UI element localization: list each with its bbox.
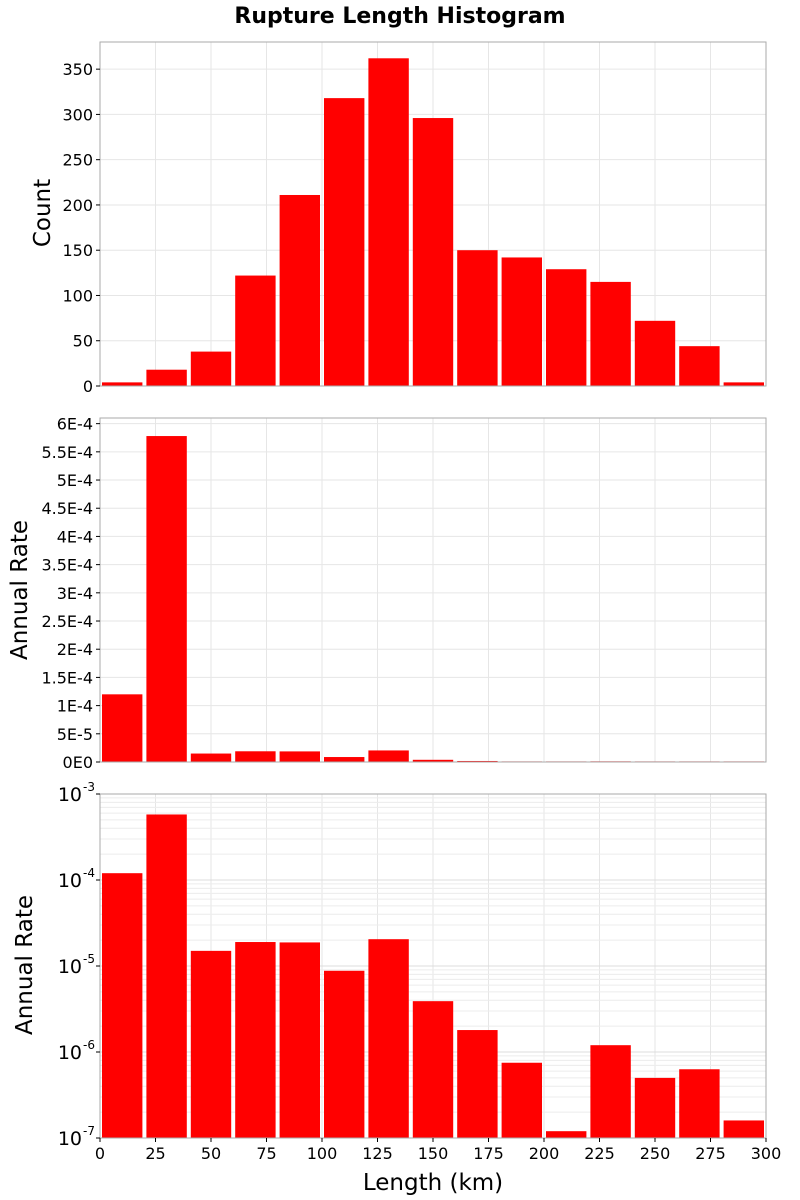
y-tick-label: 0 — [83, 377, 93, 396]
x-tick-label: 25 — [145, 1144, 165, 1163]
y-tick-label: 3.5E-4 — [41, 556, 93, 575]
histogram-bar — [457, 250, 498, 386]
histogram-bar — [102, 382, 143, 386]
histogram-bar — [190, 950, 232, 1138]
y-tick-label: 3E-4 — [57, 584, 93, 603]
histogram-bar — [457, 1030, 498, 1138]
y-tick-label: 10 — [58, 870, 82, 892]
histogram-bar — [190, 753, 232, 762]
x-tick-label: 275 — [695, 1144, 726, 1163]
y-tick-label: 350 — [62, 60, 93, 79]
plot-frame — [99, 41, 767, 387]
histogram-bar — [634, 320, 676, 386]
histogram-bar — [412, 118, 454, 386]
y-tick-label: 5.5E-4 — [41, 443, 93, 462]
histogram-bar — [102, 873, 143, 1138]
y-tick-label: 6E-4 — [57, 415, 93, 434]
y-tick-exponent: -7 — [83, 1124, 95, 1138]
histogram-bar — [634, 1077, 676, 1138]
y-tick-label: 5E-5 — [57, 725, 93, 744]
x-tick-label: 250 — [640, 1144, 671, 1163]
plot-frame — [99, 417, 767, 763]
histogram-bar — [368, 939, 409, 1138]
histogram-bar — [501, 1062, 542, 1138]
histogram-bar — [679, 1069, 720, 1138]
annual-rate-linear-panel: 0E0 5E-5 1E-4 1.5E-4 2E-4 2.5E-4 3E-4 3.5E-4 4E-… — [41, 415, 767, 772]
histogram-bar — [590, 1045, 631, 1138]
y-tick-label: 10 — [58, 1128, 82, 1150]
y-tick-label: 5E-4 — [57, 471, 93, 490]
histogram-bar — [590, 281, 631, 386]
y-tick-label: 10 — [58, 1042, 82, 1064]
x-tick-label: 200 — [529, 1144, 560, 1163]
x-tick-label: 0 — [95, 1144, 105, 1163]
y-tick-exponent: -3 — [83, 780, 95, 794]
y-tick-label: 2.5E-4 — [41, 612, 93, 631]
x-tick-label: 150 — [418, 1144, 449, 1163]
annual-rate-log-panel: 10 -710 -610 -510 -410 -30 25 50 75 100 125 150 175 2… — [58, 780, 781, 1163]
count-y-axis-label: Count — [30, 179, 56, 247]
y-tick-label: 100 — [62, 286, 93, 305]
histogram-bar — [368, 750, 409, 762]
y-tick-label: 50 — [73, 332, 93, 351]
y-tick-label: 4E-4 — [57, 527, 93, 546]
histogram-bar — [146, 814, 187, 1138]
histogram-bar — [723, 1120, 764, 1138]
histogram-bar — [279, 751, 320, 762]
histogram-bar — [412, 759, 454, 762]
y-tick-label: 10 — [58, 784, 82, 806]
y-tick-label: 0E0 — [63, 753, 93, 772]
x-tick-label: 125 — [362, 1144, 393, 1163]
y-tick-label: 200 — [62, 196, 93, 215]
y-tick-label: 2E-4 — [57, 640, 93, 659]
histogram-bar — [324, 757, 365, 762]
histogram-bar — [546, 1131, 587, 1138]
x-tick-label: 50 — [201, 1144, 221, 1163]
histogram-bar — [457, 760, 498, 762]
histogram-bar — [412, 1001, 454, 1138]
y-tick-label: 10 — [58, 956, 82, 978]
chart-title: Rupture Length Histogram — [234, 4, 565, 29]
histogram-bar — [102, 694, 143, 762]
histogram-bar — [279, 194, 320, 386]
count-panel: 0 50 100 150 200 250 300 350 — [62, 41, 767, 396]
histogram-bar — [501, 257, 542, 386]
histogram-bar — [279, 942, 320, 1138]
histogram-bar — [190, 351, 232, 386]
histogram-bar — [324, 970, 365, 1138]
y-tick-label: 1.5E-4 — [41, 668, 93, 687]
histogram-bar — [324, 98, 365, 386]
histogram-bar — [546, 269, 587, 386]
histogram-bar — [235, 275, 276, 386]
y-tick-label: 300 — [62, 105, 93, 124]
y-tick-exponent: -4 — [83, 866, 95, 880]
histogram-bar — [146, 369, 187, 386]
y-tick-label: 1E-4 — [57, 697, 93, 716]
histogram-bar — [723, 382, 764, 386]
x-tick-label: 75 — [256, 1144, 276, 1163]
y-tick-exponent: -6 — [83, 1038, 95, 1052]
histogram-bar — [235, 942, 276, 1138]
x-tick-label: 175 — [473, 1144, 504, 1163]
x-axis-label: Length (km) — [363, 1170, 503, 1196]
histogram-bar — [679, 346, 720, 386]
rate-log-y-axis-label: Annual Rate — [12, 895, 38, 1035]
histogram-bar — [368, 58, 409, 386]
rate-linear-y-axis-label: Annual Rate — [7, 520, 33, 660]
histogram-bar — [235, 751, 276, 762]
x-tick-label: 300 — [751, 1144, 782, 1163]
y-tick-label: 250 — [62, 151, 93, 170]
histogram-bar — [146, 436, 187, 762]
x-tick-label: 100 — [307, 1144, 338, 1163]
x-tick-label: 225 — [584, 1144, 615, 1163]
y-tick-exponent: -5 — [83, 952, 95, 966]
y-tick-label: 4.5E-4 — [41, 499, 93, 518]
y-tick-label: 150 — [62, 241, 93, 260]
